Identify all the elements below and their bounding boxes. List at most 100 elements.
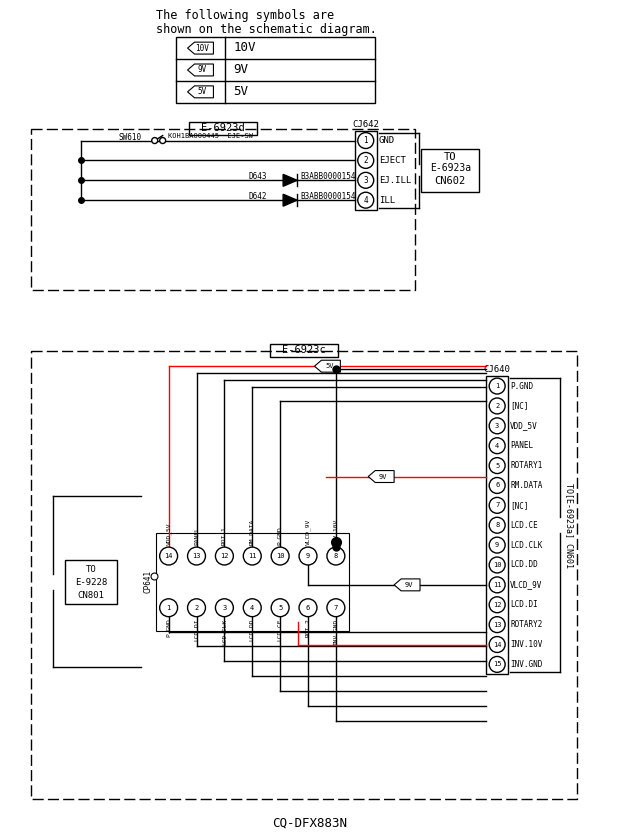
Text: CQ-DFX883N: CQ-DFX883N xyxy=(273,816,347,830)
Text: 4: 4 xyxy=(250,605,254,610)
Bar xyxy=(189,122,257,134)
Text: ROTARY1: ROTARY1 xyxy=(510,461,542,470)
Text: TO: TO xyxy=(444,153,456,163)
Bar xyxy=(156,533,349,631)
Polygon shape xyxy=(283,194,297,206)
Text: 1: 1 xyxy=(363,136,368,145)
Text: 5: 5 xyxy=(278,605,282,610)
Polygon shape xyxy=(188,86,213,98)
Circle shape xyxy=(489,517,505,533)
Text: 11: 11 xyxy=(493,582,502,588)
Text: 10: 10 xyxy=(276,553,285,559)
Text: EJ.ILL: EJ.ILL xyxy=(379,176,411,185)
Circle shape xyxy=(299,599,317,616)
Circle shape xyxy=(358,133,374,148)
Text: 10: 10 xyxy=(493,562,502,568)
Text: 5V: 5V xyxy=(233,85,249,98)
Text: TO: TO xyxy=(86,565,96,574)
Text: CP641: CP641 xyxy=(143,570,153,594)
Text: CJ642: CJ642 xyxy=(352,119,379,128)
Circle shape xyxy=(489,616,505,632)
Text: 2: 2 xyxy=(195,605,198,610)
Circle shape xyxy=(489,597,505,613)
Text: 2: 2 xyxy=(495,403,499,409)
Circle shape xyxy=(358,193,374,208)
Text: D643: D643 xyxy=(248,173,267,181)
Text: LCD.CLK: LCD.CLK xyxy=(222,619,227,645)
Text: LCD.DD: LCD.DD xyxy=(250,619,255,641)
Text: 9V: 9V xyxy=(405,582,414,588)
Text: VLCD_9V: VLCD_9V xyxy=(510,580,542,590)
Text: LCD.CE: LCD.CE xyxy=(278,619,283,641)
Text: ROTARY2: ROTARY2 xyxy=(510,620,542,629)
Circle shape xyxy=(489,418,505,434)
Text: 14: 14 xyxy=(164,553,173,559)
Text: INV.GND: INV.GND xyxy=(334,619,339,645)
Text: 5V: 5V xyxy=(198,88,207,97)
Polygon shape xyxy=(394,579,420,590)
Circle shape xyxy=(160,138,166,143)
Text: 15: 15 xyxy=(493,661,502,667)
Circle shape xyxy=(215,547,233,565)
Circle shape xyxy=(358,153,374,168)
Circle shape xyxy=(489,577,505,593)
Text: 2: 2 xyxy=(363,156,368,165)
Bar xyxy=(270,344,338,357)
Text: 12: 12 xyxy=(220,553,229,559)
Bar xyxy=(65,560,117,604)
Bar xyxy=(422,148,479,193)
Text: LCD.DD: LCD.DD xyxy=(510,560,538,570)
Text: P.GND: P.GND xyxy=(510,382,533,390)
Text: [NC]: [NC] xyxy=(510,501,529,510)
Bar xyxy=(31,351,577,799)
Text: 11: 11 xyxy=(248,553,257,559)
Circle shape xyxy=(489,398,505,414)
Text: RM.DATA: RM.DATA xyxy=(250,519,255,545)
Bar xyxy=(486,376,508,675)
Circle shape xyxy=(489,537,505,553)
Text: 5: 5 xyxy=(495,463,499,469)
Circle shape xyxy=(327,599,345,616)
Text: 3: 3 xyxy=(222,605,226,610)
Text: [NC]: [NC] xyxy=(510,401,529,410)
Circle shape xyxy=(327,547,345,565)
Circle shape xyxy=(152,138,157,143)
Circle shape xyxy=(271,547,289,565)
Polygon shape xyxy=(368,470,394,483)
Text: ROT.2: ROT.2 xyxy=(306,619,311,637)
Text: INV.GND: INV.GND xyxy=(510,660,542,669)
Text: 4: 4 xyxy=(363,196,368,204)
Circle shape xyxy=(188,547,205,565)
Text: INV.10V: INV.10V xyxy=(510,640,542,649)
Text: 9V: 9V xyxy=(379,474,388,480)
Text: 7: 7 xyxy=(334,605,338,610)
Text: 9: 9 xyxy=(495,542,499,548)
Text: 8: 8 xyxy=(334,553,338,559)
Text: CJ640: CJ640 xyxy=(484,365,511,374)
Text: The following symbols are: The following symbols are xyxy=(156,9,334,23)
Polygon shape xyxy=(314,360,340,372)
Text: VDD_5V: VDD_5V xyxy=(166,523,172,545)
Text: LCD.CE: LCD.CE xyxy=(510,520,538,530)
Text: GND: GND xyxy=(379,136,395,145)
Text: E-9228: E-9228 xyxy=(75,578,107,587)
Text: KOH1BA000445  EJE-SW: KOH1BA000445 EJE-SW xyxy=(167,133,252,138)
Polygon shape xyxy=(283,174,297,186)
Circle shape xyxy=(358,173,374,188)
Circle shape xyxy=(489,636,505,652)
Text: 5V: 5V xyxy=(325,363,334,369)
Polygon shape xyxy=(188,64,213,76)
Text: 7: 7 xyxy=(495,502,499,509)
Circle shape xyxy=(243,599,261,616)
Text: E-6923d: E-6923d xyxy=(201,123,245,133)
Circle shape xyxy=(215,599,233,616)
Text: LCD.DI: LCD.DI xyxy=(194,619,199,641)
Circle shape xyxy=(160,599,177,616)
Text: INV.10V: INV.10V xyxy=(334,519,339,545)
Text: CN801: CN801 xyxy=(78,590,104,600)
Text: EJECT: EJECT xyxy=(379,156,405,165)
Text: SW610: SW610 xyxy=(119,133,142,142)
Text: E-6923c: E-6923c xyxy=(282,345,326,355)
Bar xyxy=(355,131,377,210)
Text: P.GND: P.GND xyxy=(278,526,283,545)
